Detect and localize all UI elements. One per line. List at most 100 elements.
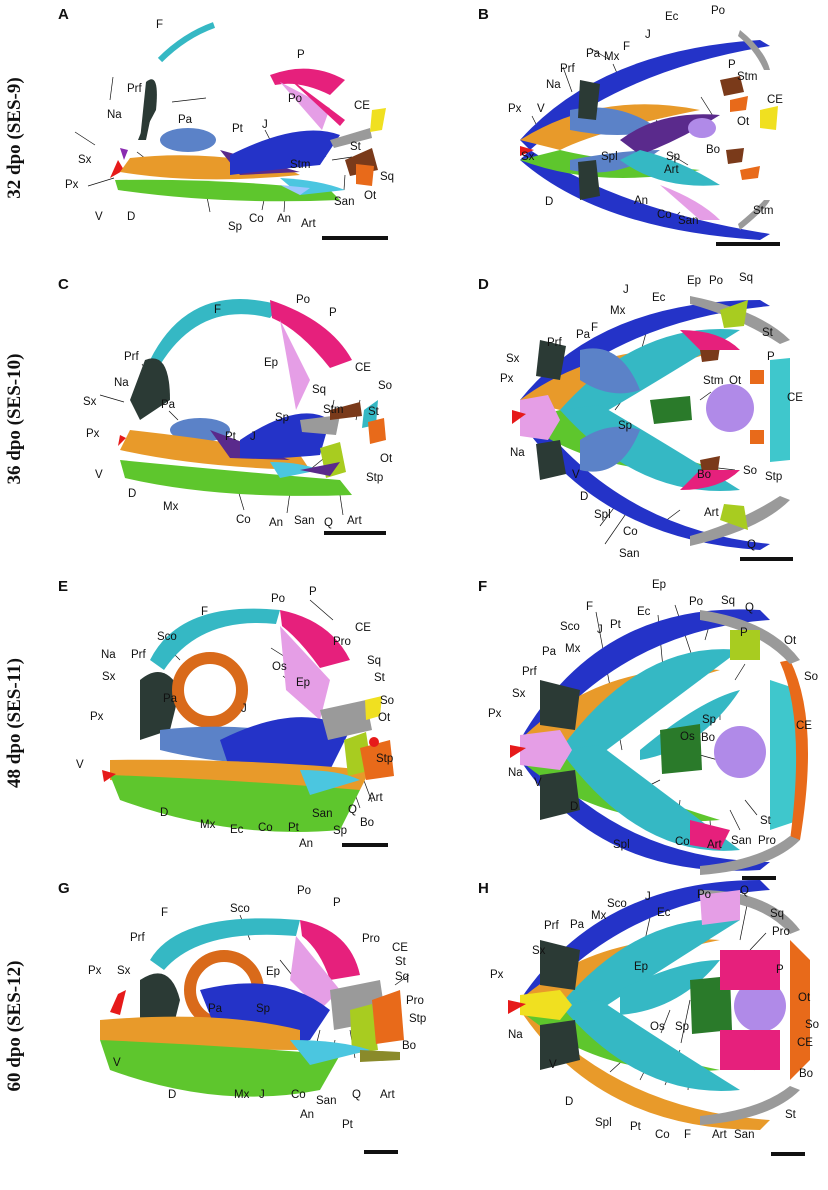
label: Pa (576, 329, 591, 341)
label: Ot (380, 453, 393, 465)
label: P (333, 897, 341, 909)
label: Art (380, 1089, 396, 1101)
label: Pa (208, 1003, 223, 1015)
panel-letter-g: G (58, 880, 70, 897)
label: Ep (264, 357, 278, 369)
label: Q (324, 517, 333, 529)
label: Sx (83, 396, 97, 408)
label: Sp (702, 714, 716, 726)
label: Po (288, 93, 302, 105)
label: Co (623, 526, 638, 538)
label: Ot (729, 375, 742, 387)
panel-letter-f: F (478, 578, 488, 595)
labels-panel-b: Ec Po J Pa F Mx Prf Na V Px P Stm CE Ot … (508, 5, 783, 227)
label: Pro (758, 835, 776, 847)
label: An (300, 1109, 314, 1121)
label: Px (490, 969, 504, 981)
label: Na (508, 767, 523, 779)
labels-panel-h: Sco J Ec Po Q Sq Prf Pa Mx Pro Sx Ep P P… (490, 885, 819, 1141)
label: Pa (163, 693, 178, 705)
labels-panel-d: J Ec Ep Po Sq Mx F Prf Pa St Sx P Px Stm… (500, 272, 803, 560)
label: F (586, 601, 593, 613)
label: Q (747, 539, 756, 551)
label: F (623, 41, 630, 53)
skull-panel-c (118, 299, 386, 496)
label: Ep (687, 275, 701, 287)
scale-bars (322, 236, 805, 1156)
label: Po (296, 294, 310, 306)
label: Px (86, 428, 100, 440)
label: Na (101, 649, 116, 661)
label: Mx (565, 643, 581, 655)
label: P (728, 59, 736, 71)
label: Pro (333, 636, 351, 648)
label: Sp (228, 221, 242, 233)
label: So (743, 465, 757, 477)
label: Art (368, 792, 384, 804)
panel-letter-h: H (478, 880, 489, 897)
skull-panel-g (100, 918, 404, 1097)
label: St (374, 672, 386, 684)
label: Sq (395, 971, 409, 983)
label: Sp (275, 412, 289, 424)
label: St (762, 327, 774, 339)
label: Prf (130, 932, 146, 944)
label: CE (392, 942, 408, 954)
panel-letter-e: E (58, 578, 69, 595)
label: Sx (102, 671, 116, 683)
label: St (785, 1109, 797, 1121)
label: Sp (333, 825, 347, 837)
label: Co (655, 1129, 670, 1141)
label: Art (707, 839, 723, 851)
skull-panel-e (102, 608, 394, 832)
label: Spl (601, 151, 618, 163)
label: Co (258, 822, 273, 834)
label: Na (510, 447, 525, 459)
label: Ec (657, 907, 671, 919)
label: Prf (124, 351, 140, 363)
label: D (128, 488, 136, 500)
label: Bo (701, 732, 715, 744)
label: Sq (367, 655, 381, 667)
label: D (570, 801, 578, 813)
label: Stm (290, 159, 310, 171)
label: Ec (665, 11, 679, 23)
label: Px (488, 708, 502, 720)
label: Ot (784, 635, 797, 647)
label: V (95, 469, 103, 481)
label: Sx (521, 151, 535, 163)
label: F (201, 606, 208, 618)
label: St (760, 815, 772, 827)
label: Px (500, 373, 514, 385)
label: Pt (342, 1119, 354, 1131)
skull-panel-f (510, 609, 808, 875)
label: F (156, 19, 163, 31)
label: Na (107, 109, 122, 121)
labels-panel-g: F Sco Po P Prf Pro CE Px Sx Ep St Sq Pa … (88, 885, 426, 1131)
labels-panel-c: F Po P Prf Ep Na Sx Pa Pt J Sp Sq CE So … (83, 294, 393, 529)
label: Os (650, 1021, 665, 1033)
label: Co (657, 209, 672, 221)
label: V (534, 777, 542, 789)
label: Ot (378, 712, 391, 724)
label: Stp (765, 471, 782, 483)
label: Q (352, 1089, 361, 1101)
label: Sco (230, 903, 250, 915)
label: Prf (560, 63, 576, 75)
labels-panel-a: F Prf Na Pa Sx Px V D P Po Pt J CE St St… (65, 19, 394, 233)
label: An (277, 213, 291, 225)
label: St (350, 141, 362, 153)
label: P (297, 49, 305, 61)
label: Prf (131, 649, 147, 661)
label: So (804, 671, 818, 683)
label: F (214, 304, 221, 316)
label: P (776, 964, 784, 976)
label: Ot (364, 190, 377, 202)
label: P (740, 627, 748, 639)
label: Px (65, 179, 79, 191)
label: J (645, 29, 651, 41)
label: Prf (522, 666, 538, 678)
label: Art (301, 218, 317, 230)
label: Bo (360, 817, 374, 829)
